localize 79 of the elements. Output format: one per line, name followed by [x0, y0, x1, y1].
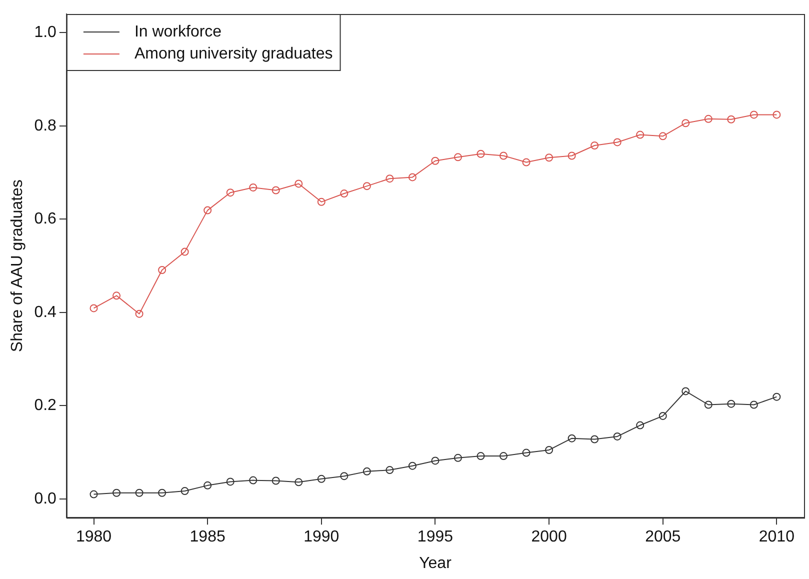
point — [340, 472, 348, 480]
point — [772, 392, 781, 401]
point — [636, 421, 644, 430]
point — [90, 304, 98, 312]
point — [545, 154, 554, 162]
point — [727, 115, 736, 124]
point — [112, 488, 121, 497]
point — [545, 446, 554, 454]
point — [772, 110, 781, 119]
y-axis-title: Share of AAU graduates — [9, 180, 26, 352]
point — [500, 452, 508, 460]
point — [204, 206, 212, 214]
point — [272, 476, 280, 485]
y-tick-label: 0.4 — [34, 304, 57, 321]
point — [112, 292, 121, 300]
point — [408, 462, 416, 470]
point — [180, 487, 189, 496]
legend-label: In workforce — [134, 23, 222, 40]
x-tick-label: 1995 — [417, 528, 454, 546]
point — [158, 266, 166, 274]
point — [272, 186, 280, 194]
point — [727, 400, 736, 408]
x-axis-title: Year — [419, 554, 452, 572]
point — [454, 454, 462, 462]
point — [226, 478, 234, 486]
point — [135, 488, 144, 497]
point — [249, 476, 258, 484]
point — [135, 310, 144, 318]
point — [249, 183, 258, 192]
point — [454, 153, 462, 162]
point — [704, 114, 712, 123]
point — [90, 490, 98, 498]
point — [340, 190, 348, 198]
x-tick-label: 1990 — [304, 528, 340, 546]
point — [522, 158, 530, 166]
point — [568, 434, 576, 442]
point — [386, 174, 394, 183]
x-tick-label: 1980 — [76, 528, 112, 546]
point — [204, 481, 212, 490]
point — [476, 150, 485, 158]
point — [682, 387, 690, 396]
y-tick-label: 0.0 — [34, 490, 57, 508]
point — [317, 198, 326, 206]
point — [568, 152, 576, 160]
point — [658, 132, 667, 140]
point — [431, 456, 440, 465]
point — [362, 467, 371, 476]
point — [294, 478, 303, 486]
y-tick-label: 0.2 — [34, 397, 57, 414]
point — [750, 110, 758, 119]
point — [408, 173, 416, 182]
point — [362, 182, 371, 190]
x-tick-label: 2005 — [645, 528, 681, 546]
legend-label: Among university graduates — [134, 45, 333, 62]
point — [226, 188, 234, 197]
point — [317, 474, 326, 483]
point — [158, 488, 166, 497]
point — [180, 248, 189, 256]
y-tick-label: 0.6 — [34, 210, 57, 228]
point — [682, 119, 690, 128]
point — [294, 180, 303, 188]
point — [704, 400, 712, 409]
point — [500, 152, 508, 160]
point — [431, 156, 440, 165]
y-tick-label: 0.8 — [34, 117, 57, 134]
point — [522, 448, 530, 457]
point — [590, 141, 599, 150]
x-tick-label: 2000 — [531, 528, 567, 546]
point — [636, 130, 644, 139]
point — [590, 435, 599, 444]
x-tick-label: 2010 — [758, 528, 795, 546]
x-tick-label: 1985 — [190, 528, 226, 546]
point — [613, 138, 622, 146]
y-tick-label: 1.0 — [34, 24, 57, 42]
point — [658, 412, 667, 420]
point — [613, 432, 622, 440]
point — [476, 452, 485, 460]
point — [750, 400, 758, 409]
point — [386, 466, 394, 474]
